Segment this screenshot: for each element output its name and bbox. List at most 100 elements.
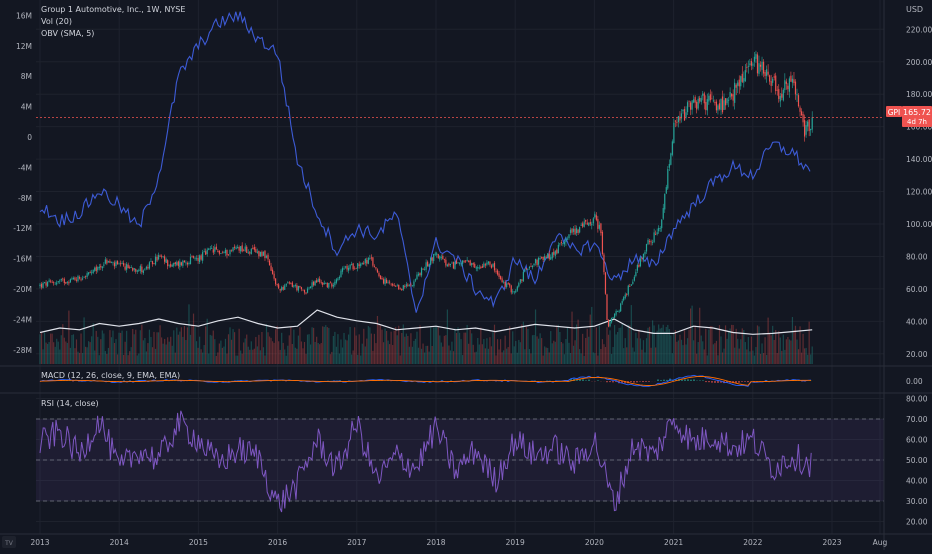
- candle-body: [421, 268, 422, 276]
- volume-bar: [143, 340, 144, 364]
- volume-bar: [237, 356, 238, 364]
- candle-body: [763, 62, 764, 74]
- candle-body: [73, 278, 74, 279]
- volume-bar: [666, 327, 667, 364]
- candle-body: [561, 242, 562, 243]
- candle-body: [286, 284, 287, 286]
- candle-body: [83, 277, 84, 278]
- candle-body: [228, 254, 229, 255]
- candle-body: [380, 275, 381, 279]
- volume-bar: [197, 348, 198, 364]
- volume-bar: [705, 329, 706, 364]
- time-tick-label: 2018: [426, 538, 445, 547]
- macd-axis: 0.00: [906, 377, 923, 386]
- candle-body: [793, 79, 794, 83]
- volume-bar: [771, 335, 772, 364]
- volume-bar: [646, 338, 647, 364]
- candle-body: [714, 102, 715, 103]
- candle-body: [511, 286, 512, 293]
- volume-bar: [726, 339, 727, 364]
- candle-body: [59, 281, 60, 282]
- volume-bar: [79, 353, 80, 364]
- candle-body: [509, 284, 510, 286]
- candle-body: [102, 267, 103, 269]
- candle-body: [795, 82, 796, 95]
- macd-legend[interactable]: MACD (12, 26, close, 9, EMA, EMA): [41, 371, 180, 380]
- volume-bar: [155, 349, 156, 364]
- candle-body: [419, 273, 420, 275]
- candle-body: [181, 262, 182, 265]
- volume-bar: [696, 354, 697, 364]
- volume-bar: [494, 325, 495, 364]
- candle-body: [462, 260, 463, 264]
- macd-histogram-bar: [711, 381, 713, 383]
- volume-bar: [254, 349, 255, 364]
- volume-bar: [679, 335, 680, 364]
- volume-bar: [149, 330, 150, 364]
- volume-bar: [570, 353, 571, 364]
- volume-bar: [512, 331, 513, 364]
- volume-legend[interactable]: Vol (20): [41, 17, 72, 26]
- candle-body: [711, 99, 712, 100]
- candle-body: [670, 153, 671, 164]
- candle-body: [182, 261, 183, 266]
- candle-body: [103, 264, 104, 265]
- volume-bar: [529, 349, 530, 364]
- volume-bar: [597, 356, 598, 364]
- candle-body: [544, 256, 545, 260]
- candle-body: [246, 247, 247, 253]
- candle-body: [334, 282, 335, 285]
- volume-bar: [720, 336, 721, 364]
- candle-body: [485, 264, 486, 265]
- volume-bar: [764, 337, 765, 364]
- volume-bar: [308, 334, 309, 364]
- volume-bar: [380, 326, 381, 364]
- volume-bar: [760, 354, 761, 364]
- candle-body: [82, 278, 83, 279]
- candle-body: [153, 263, 154, 264]
- candle-body: [448, 264, 449, 266]
- candle-body: [622, 301, 623, 304]
- candle-body: [603, 255, 604, 273]
- obv-legend[interactable]: OBV (SMA, 5): [41, 29, 94, 38]
- volume-bar: [483, 339, 484, 364]
- volume-bar: [293, 330, 294, 364]
- volume-bar: [62, 324, 63, 364]
- tradingview-logo[interactable]: TV: [2, 536, 16, 548]
- volume-bar: [761, 343, 762, 364]
- obv-tick-label: -20M: [13, 285, 32, 294]
- candle-body: [581, 225, 582, 226]
- rsi-tick-label: 80.00: [906, 395, 928, 404]
- volume-bar: [582, 334, 583, 364]
- volume-bar: [462, 355, 463, 364]
- volume-bar: [229, 327, 230, 364]
- candle-body: [190, 257, 191, 264]
- volume-bar: [99, 355, 100, 364]
- volume-bar: [643, 340, 644, 364]
- candle-body: [357, 263, 358, 268]
- candle-body: [629, 286, 630, 287]
- volume-bar: [517, 353, 518, 364]
- candle-body: [445, 260, 446, 266]
- rsi-legend[interactable]: RSI (14, close): [41, 399, 99, 408]
- candle-body: [726, 98, 727, 103]
- volume-bar: [146, 351, 147, 364]
- candle-body: [42, 283, 43, 288]
- candle-body: [71, 278, 72, 279]
- candle-body: [292, 283, 293, 287]
- candle-body: [398, 285, 399, 289]
- candle-body: [439, 256, 440, 260]
- candle-body: [308, 288, 309, 289]
- candle-body: [155, 257, 156, 265]
- volume-bar: [131, 347, 132, 364]
- candle-body: [435, 254, 436, 255]
- candle-body: [743, 78, 744, 82]
- candle-body: [55, 284, 56, 285]
- volume-bar: [515, 341, 516, 364]
- volume-bar: [403, 324, 404, 364]
- macd-histogram-bar: [633, 381, 635, 383]
- volume-bar: [141, 325, 142, 364]
- volume-bar: [581, 353, 582, 364]
